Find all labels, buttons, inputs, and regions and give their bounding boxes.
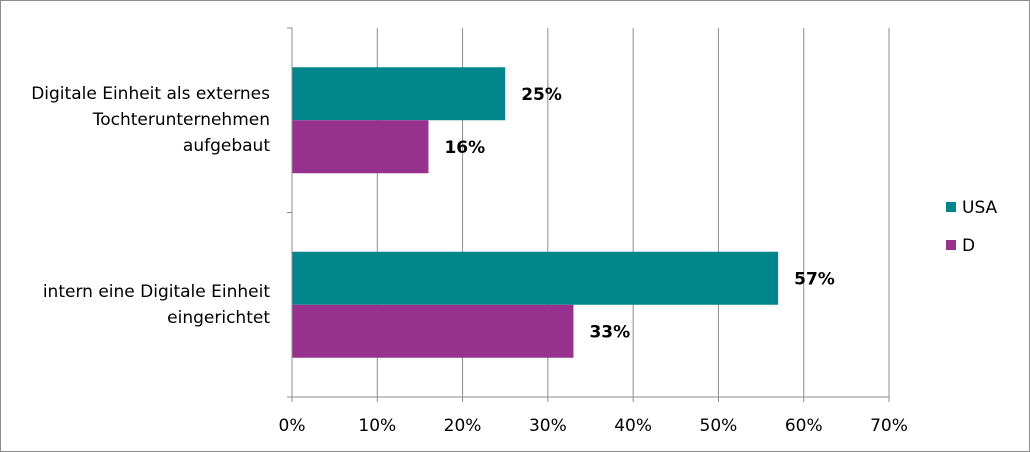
legend-swatch (946, 240, 956, 250)
x-tick-label: 60% (785, 416, 823, 436)
bar (292, 251, 779, 305)
x-tick-label: 50% (700, 416, 738, 436)
x-tick-label: 70% (870, 416, 908, 436)
bar (292, 304, 574, 358)
legend-swatch (946, 202, 956, 212)
x-tick-label: 40% (614, 416, 652, 436)
x-tick-label: 30% (529, 416, 567, 436)
data-label: 33% (589, 322, 630, 342)
bar (292, 67, 506, 121)
legend-label: D (962, 236, 975, 256)
y-tick-label: intern eine Digitale Einheit eingerichte… (42, 281, 270, 328)
y-tick-label: Digitale Einheit als externes Tochterunt… (31, 84, 270, 157)
x-tick-label: 0% (279, 416, 306, 436)
data-label: 16% (444, 138, 485, 158)
x-tick-label: 10% (358, 416, 396, 436)
bar (292, 120, 429, 174)
legend-label: USA (962, 198, 998, 218)
data-label: 25% (521, 85, 562, 105)
data-label: 57% (794, 269, 835, 289)
x-tick-label: 20% (444, 416, 482, 436)
